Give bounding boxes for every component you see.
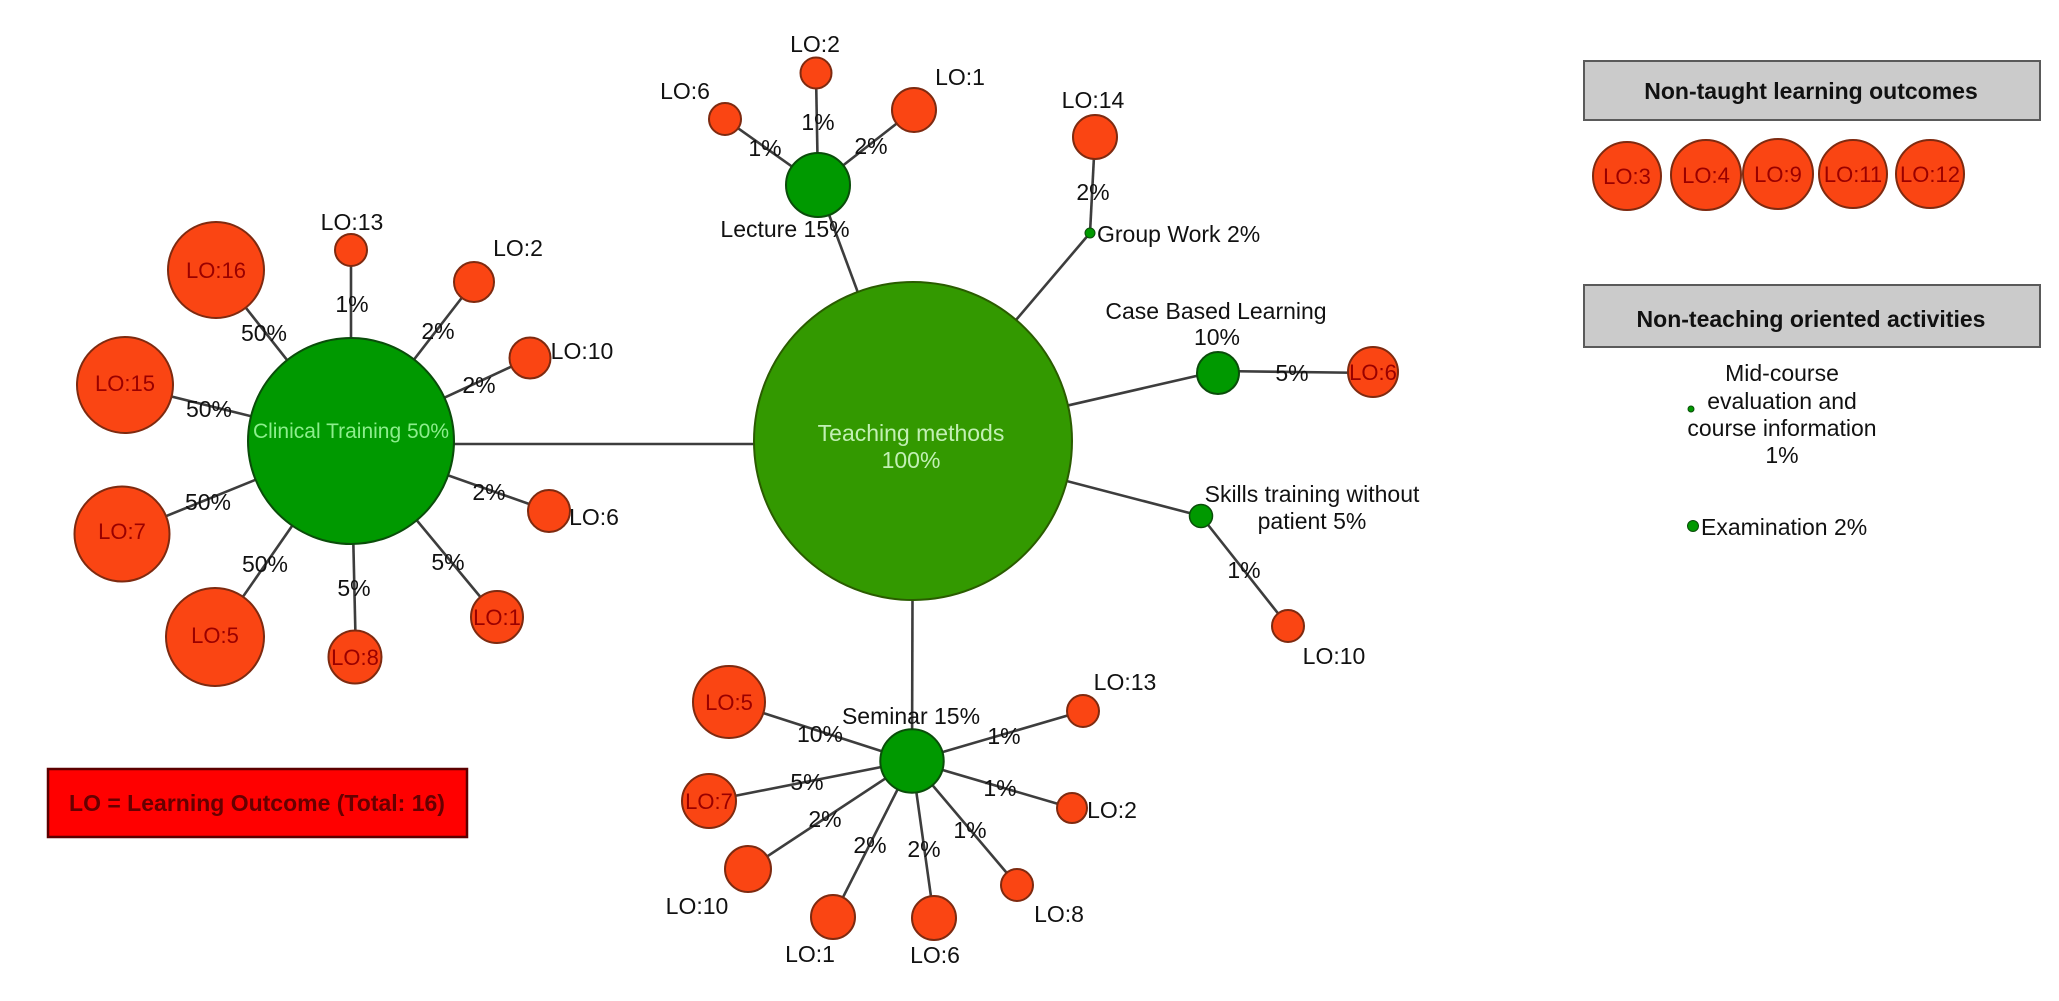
svg-text:LO:7: LO:7 bbox=[98, 519, 146, 544]
svg-text:LO:10: LO:10 bbox=[1303, 643, 1366, 669]
svg-text:5%: 5% bbox=[337, 575, 370, 601]
svg-text:LO:6: LO:6 bbox=[1349, 360, 1397, 385]
svg-text:LO:7: LO:7 bbox=[685, 789, 733, 814]
svg-text:LO:2: LO:2 bbox=[790, 31, 840, 57]
svg-text:LO:2: LO:2 bbox=[1087, 797, 1137, 823]
svg-text:LO:9: LO:9 bbox=[1754, 162, 1802, 187]
svg-text:Seminar 15%: Seminar 15% bbox=[842, 703, 980, 729]
svg-text:1%: 1% bbox=[335, 291, 368, 317]
svg-text:2%: 2% bbox=[854, 133, 887, 159]
svg-text:2%: 2% bbox=[462, 372, 495, 398]
svg-text:LO:14: LO:14 bbox=[1062, 87, 1125, 113]
svg-text:2%: 2% bbox=[907, 836, 940, 862]
svg-text:1%: 1% bbox=[953, 817, 986, 843]
svg-text:LO:1: LO:1 bbox=[935, 64, 985, 90]
svg-text:50%: 50% bbox=[185, 489, 231, 515]
svg-text:LO:1: LO:1 bbox=[473, 605, 521, 630]
svg-text:2%: 2% bbox=[1076, 179, 1109, 205]
svg-text:50%: 50% bbox=[242, 551, 288, 577]
svg-text:patient 5%: patient 5% bbox=[1258, 508, 1367, 534]
svg-text:LO:1: LO:1 bbox=[785, 941, 835, 967]
svg-text:Teaching methods: Teaching methods bbox=[818, 420, 1005, 446]
svg-text:LO:11: LO:11 bbox=[1824, 162, 1882, 187]
svg-text:LO:8: LO:8 bbox=[331, 645, 379, 670]
svg-text:evaluation and: evaluation and bbox=[1707, 388, 1857, 414]
svg-text:10%: 10% bbox=[1194, 324, 1240, 350]
svg-text:50%: 50% bbox=[186, 396, 232, 422]
svg-text:LO:6: LO:6 bbox=[569, 504, 619, 530]
svg-text:1%: 1% bbox=[1765, 442, 1798, 468]
svg-text:1%: 1% bbox=[983, 775, 1016, 801]
svg-text:10%: 10% bbox=[797, 721, 843, 747]
svg-text:LO:13: LO:13 bbox=[321, 209, 384, 235]
svg-text:1%: 1% bbox=[748, 135, 781, 161]
svg-text:LO:6: LO:6 bbox=[660, 78, 710, 104]
svg-text:2%: 2% bbox=[472, 479, 505, 505]
svg-text:50%: 50% bbox=[241, 320, 287, 346]
svg-text:2%: 2% bbox=[808, 806, 841, 832]
svg-text:5%: 5% bbox=[431, 549, 464, 575]
svg-text:5%: 5% bbox=[790, 769, 823, 795]
svg-text:LO:4: LO:4 bbox=[1682, 163, 1730, 188]
svg-text:1%: 1% bbox=[987, 723, 1020, 749]
svg-text:Group Work 2%: Group Work 2% bbox=[1097, 221, 1260, 247]
svg-text:1%: 1% bbox=[1227, 557, 1260, 583]
svg-text:Non-teaching oriented activiti: Non-teaching oriented activities bbox=[1637, 306, 1986, 332]
svg-text:Mid-course: Mid-course bbox=[1725, 360, 1839, 386]
svg-text:2%: 2% bbox=[421, 318, 454, 344]
svg-text:LO:8: LO:8 bbox=[1034, 901, 1084, 927]
svg-text:LO:10: LO:10 bbox=[666, 893, 729, 919]
svg-text:LO:10: LO:10 bbox=[551, 338, 614, 364]
svg-text:LO:6: LO:6 bbox=[910, 942, 960, 968]
svg-text:LO:16: LO:16 bbox=[186, 258, 246, 283]
svg-text:Clinical Training 50%: Clinical Training 50% bbox=[253, 420, 449, 443]
svg-text:LO:2: LO:2 bbox=[493, 235, 543, 261]
svg-text:Non-taught learning outcomes: Non-taught learning outcomes bbox=[1644, 78, 1978, 104]
svg-text:2%: 2% bbox=[853, 832, 886, 858]
svg-text:100%: 100% bbox=[882, 447, 941, 473]
svg-text:Lecture 15%: Lecture 15% bbox=[720, 216, 849, 242]
svg-text:5%: 5% bbox=[1275, 360, 1308, 386]
svg-text:LO = Learning Outcome (Total:: LO = Learning Outcome (Total: 16) bbox=[69, 790, 445, 816]
svg-text:LO:5: LO:5 bbox=[705, 690, 753, 715]
svg-text:LO:15: LO:15 bbox=[95, 371, 155, 396]
svg-text:Skills training without: Skills training without bbox=[1205, 481, 1420, 507]
svg-text:1%: 1% bbox=[801, 109, 834, 135]
svg-text:course information: course information bbox=[1687, 415, 1876, 441]
svg-text:LO:3: LO:3 bbox=[1603, 164, 1651, 189]
svg-text:Case Based Learning: Case Based Learning bbox=[1105, 298, 1326, 324]
svg-text:LO:12: LO:12 bbox=[1900, 162, 1960, 187]
svg-text:LO:5: LO:5 bbox=[191, 623, 239, 648]
svg-text:LO:13: LO:13 bbox=[1094, 669, 1157, 695]
svg-text:Examination 2%: Examination 2% bbox=[1701, 514, 1867, 540]
